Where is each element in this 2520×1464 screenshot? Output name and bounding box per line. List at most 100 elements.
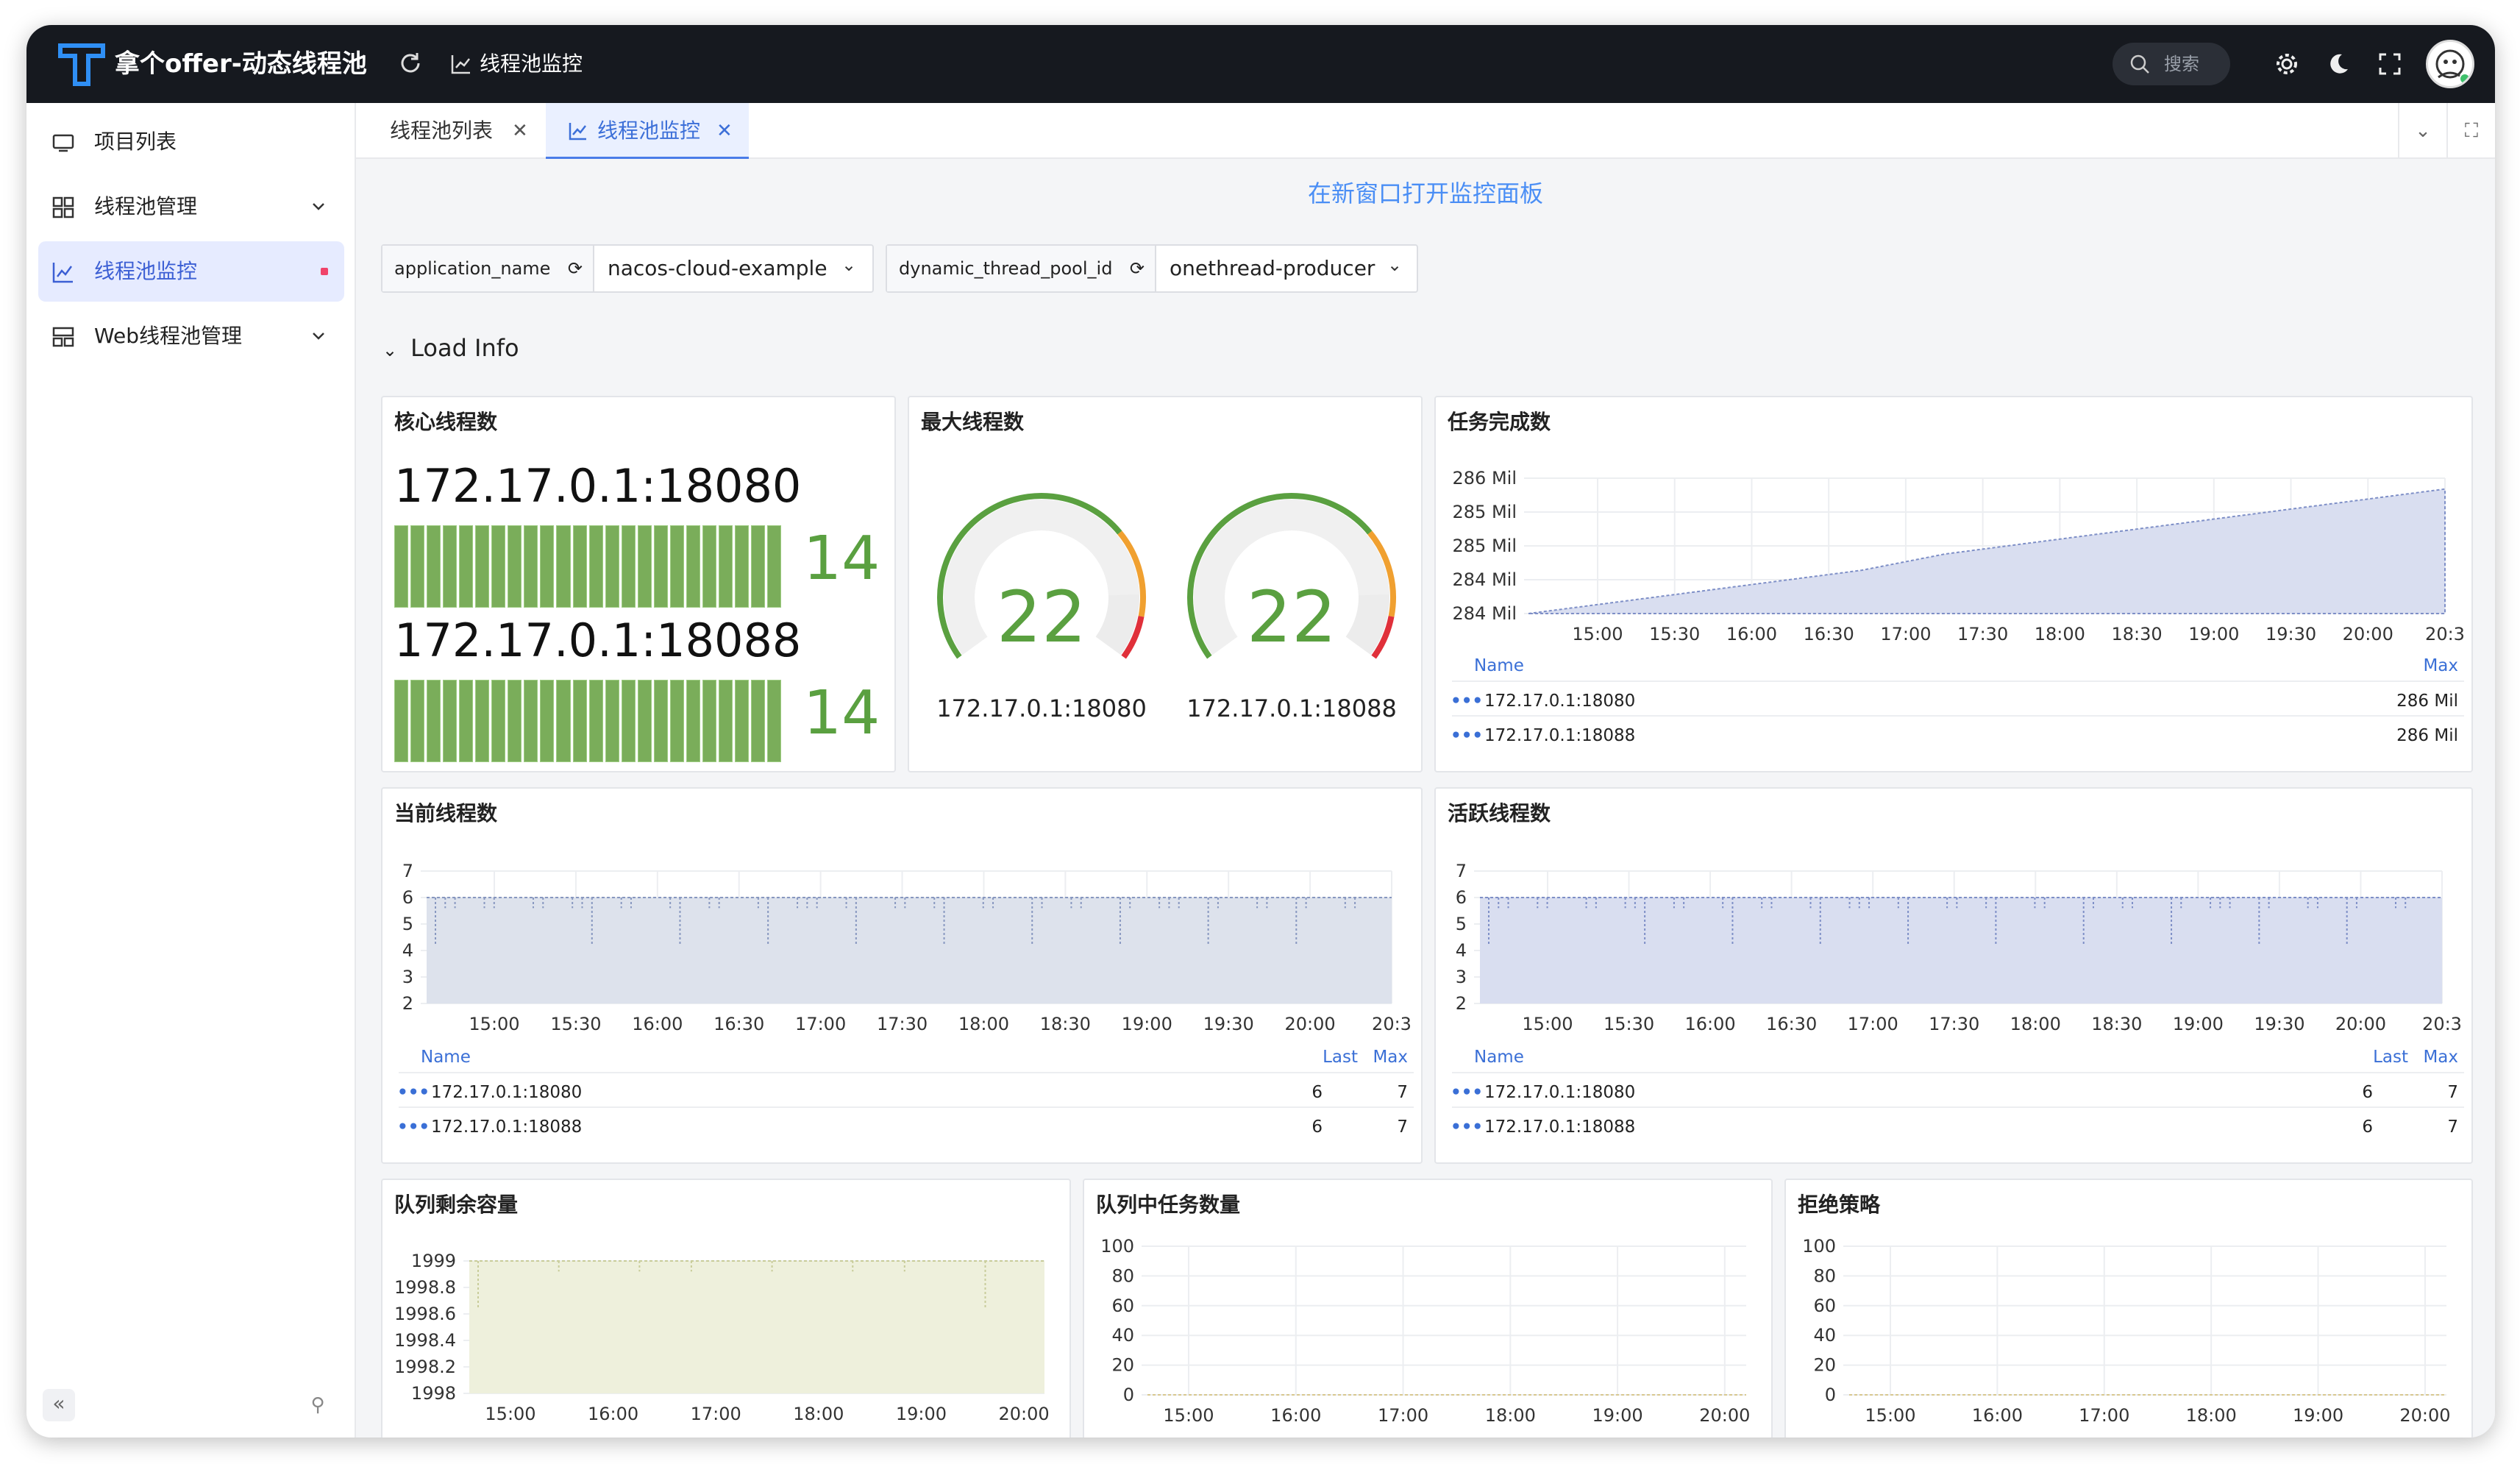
y-tick-label: 5 [1456,914,1467,934]
series-color-icon: ••• [1451,692,1483,711]
stat-bar-segment [605,525,619,608]
close-icon[interactable]: ✕ [512,120,528,142]
panel-title: 活跃线程数 [1448,801,1551,825]
series-color-icon: ••• [1451,1117,1483,1137]
stat-bar-segment [718,680,733,762]
stat-bar-gauge [394,525,782,608]
legend-header-max: Max [2423,1048,2458,1067]
tab-menu-button[interactable]: ⌄ [2398,103,2446,159]
gauge-threshold-orange [1367,530,1396,617]
chevron-down-icon [313,203,324,210]
dashboard: 在新窗口打开监控面板 application_name ⟳ nacos-cloud… [356,159,2495,1438]
pin-icon[interactable]: ⚲ [310,1394,325,1416]
chart-icon [569,123,586,141]
fullscreen-icon[interactable]: ⛶ [2446,103,2495,159]
gear-icon[interactable] [2274,51,2299,77]
monitor-icon [52,134,74,152]
panel-reject-policy: 拒绝策略 0 20 40 60 80 100 15:00 16:00 17:00 18:00 19:… [1784,1179,2473,1438]
chart-current-threads: 2 3 4 5 6 7 15:00 15:30 16:00 16:30 17:00 17:30 18:0… [397,861,1414,1137]
legend-series-name: 172.17.0.1:18088 [431,1117,582,1137]
x-tick-label: 20:00 [998,1404,1049,1424]
y-tick-label: 40 [1813,1325,1836,1346]
y-tick-label: 1998.2 [394,1357,456,1377]
variable-value[interactable]: onethread-producer [1170,256,1375,280]
variable-label: dynamic_thread_pool_id ⟳ [887,246,1156,291]
gauge-value: 22 [1247,576,1336,658]
tab-pool-list[interactable]: 线程池列表 ✕ [356,103,540,159]
close-icon[interactable]: ✕ [716,120,733,142]
variable-value[interactable]: nacos-cloud-example [608,256,827,280]
stat-bar-segment [718,525,733,608]
open-in-new-window-link[interactable]: 在新窗口打开监控面板 [1307,180,1543,207]
series-color-icon: ••• [1451,726,1483,745]
chevron-down-icon: ⌄ [382,340,398,360]
stat-bar-segment [686,525,700,608]
gauge-host: 172.17.0.1:18080 [936,694,1147,722]
x-tick-label: 20:00 [2399,1405,2450,1426]
panel-active-threads: 活跃线程数 2 3 4 5 6 7 15:00 15:30 16:00 16:30 17:00 17:… [1434,787,2473,1164]
chart-queue-tasks: 0 20 40 60 80 100 15:00 16:00 17:00 18:00 19:00 20:… [1100,1236,1750,1426]
search-placeholder: 搜索 [2164,54,2199,74]
chevron-down-icon [313,333,324,340]
x-tick-label: 15:00 [485,1404,535,1424]
stat-bar-segment [508,525,522,608]
x-tick-label: 20:00 [2335,1014,2386,1034]
stat-bar-segment [653,680,668,762]
y-tick-label: 286 Mil [1453,468,1517,488]
row-load-info[interactable]: ⌄ Load Info [382,334,519,362]
x-tick-label: 18:00 [2010,1014,2061,1034]
y-tick-label: 80 [1111,1265,1134,1286]
x-tick-label: 16:00 [632,1014,683,1034]
x-tick-label: 16:30 [1804,624,1854,644]
sidebar-item-projects[interactable]: 项目列表 [38,112,344,172]
sidebar-item-pool-monitor[interactable]: 线程池监控 [38,241,344,302]
x-tick-label: 17:00 [795,1014,846,1034]
y-tick-label: 284 Mil [1453,569,1517,590]
gauge-fill [1194,500,1389,655]
legend-series-name: 172.17.0.1:18080 [431,1083,582,1102]
online-status-icon [2459,73,2471,85]
area-series [469,1261,1044,1393]
x-tick-label: 15:00 [1163,1405,1214,1426]
x-tick-label: 16:00 [588,1404,638,1424]
y-tick-label: 1998 [411,1383,456,1404]
variable-pool-id[interactable]: dynamic_thread_pool_id ⟳ onethread-produc… [886,244,1418,293]
x-tick-label: 20:3 [1372,1014,1412,1034]
chevron-down-icon[interactable]: ⌄ [841,255,857,275]
collapse-sidebar-button[interactable]: « [43,1389,75,1421]
panel-title: 拒绝策略 [1798,1193,1881,1217]
tab-pool-monitor[interactable]: 线程池监控 ✕ [546,103,749,159]
area-series [427,898,1392,1003]
fullscreen-icon[interactable] [2377,51,2402,77]
y-tick-label: 1998.8 [394,1277,456,1298]
stat-bar-segment [459,680,474,762]
x-tick-label: 16:00 [1726,624,1777,644]
gauge-fill [944,500,1139,655]
moon-icon[interactable] [2326,51,2351,77]
legend-max: 7 [2447,1117,2458,1137]
stat-value: 14 [803,678,880,748]
avatar[interactable] [2426,40,2474,88]
x-tick-label: 19:00 [2293,1405,2343,1426]
panel-max-threads: 最大线程数 22 172.17.0.1:18080 22 172.17.0.1:180… [908,396,1423,772]
stat-bar-segment [751,525,766,608]
legend-last: 6 [2362,1117,2373,1137]
panel-tasks-completed: 任务完成数 284 Mil 284 Mil 285 Mil 285 Mil 286 Mi… [1434,396,2473,772]
search-input[interactable]: 搜索 [2113,43,2230,85]
x-tick-label: 15:30 [550,1014,601,1034]
stat-bar-segment [556,525,571,608]
legend-max: 286 Mil [2396,726,2458,745]
chevron-down-icon[interactable]: ⌄ [1387,255,1403,275]
sidebar-item-label: 线程池监控 [94,259,198,283]
sidebar-item-web-pool[interactable]: Web线程池管理 [38,306,344,366]
refresh-icon[interactable] [397,50,424,77]
x-tick-label: 17:30 [1957,624,2008,644]
sidebar-item-label: 项目列表 [94,129,177,154]
stat-bar-segment [491,525,506,608]
sync-icon[interactable]: ⟳ [1129,258,1145,279]
x-tick-label: 20:00 [1285,1014,1336,1034]
sync-icon[interactable]: ⟳ [567,258,583,279]
sidebar-item-pool-manage[interactable]: 线程池管理 [38,177,344,237]
variable-application-name[interactable]: application_name ⟳ nacos-cloud-example ⌄ [381,244,874,293]
breadcrumb[interactable]: 线程池监控 [480,51,583,76]
